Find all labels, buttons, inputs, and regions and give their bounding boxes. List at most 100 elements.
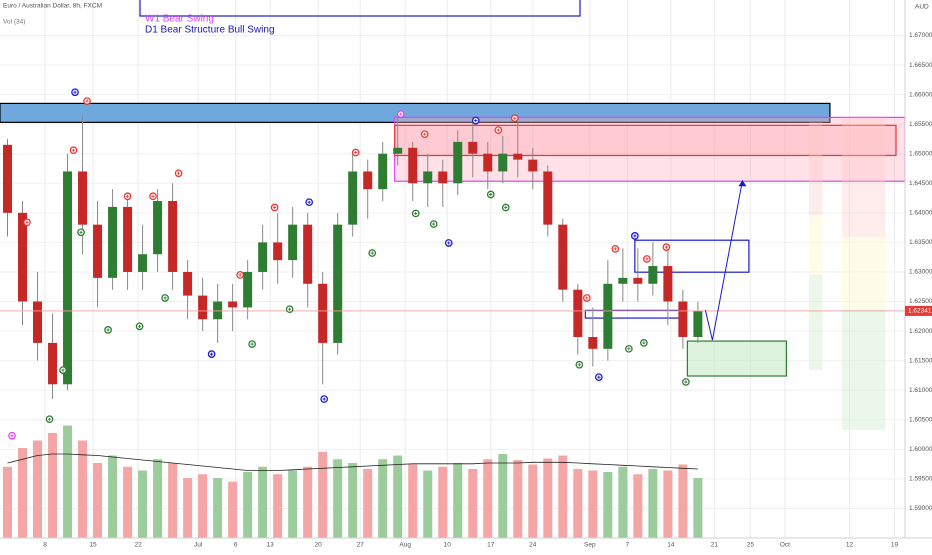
x-tick-label: 19: [891, 542, 899, 549]
volume-bar: [453, 463, 463, 538]
swing-marker-plus: [585, 296, 589, 300]
volume-bar: [438, 466, 448, 538]
candle-body: [153, 201, 163, 255]
volume-bar: [423, 470, 433, 538]
annotation: W1 Bear Swing: [145, 14, 214, 25]
candle-body: [33, 301, 43, 343]
swing-marker-plus: [176, 171, 181, 175]
volume-bar: [633, 474, 643, 538]
swing-marker-plus: [137, 324, 142, 328]
zone: [808, 122, 823, 216]
candle-body: [93, 224, 103, 278]
candle-body: [213, 301, 223, 320]
volume-bar: [333, 459, 343, 538]
swing-marker-plus: [370, 251, 374, 255]
swing-marker-plus: [85, 99, 89, 103]
volume-bar: [363, 469, 373, 538]
y-tick-label: 1.62000: [909, 328, 932, 335]
volume-bar: [33, 440, 43, 538]
x-tick-label: 24: [529, 542, 537, 549]
swing-marker-plus: [238, 273, 242, 277]
y-tick-label: 1.65500: [909, 121, 932, 128]
last-price-tag: [905, 305, 932, 316]
swing-marker-plus: [645, 257, 649, 261]
candle-body: [528, 159, 538, 172]
x-tick-label: 10: [444, 542, 452, 549]
candle-body: [3, 144, 13, 213]
swing-marker-plus: [447, 241, 451, 245]
zone: [808, 215, 823, 275]
volume-bar: [258, 466, 268, 538]
candle-body: [393, 147, 403, 154]
candle-body: [663, 266, 673, 302]
candle-body: [423, 171, 433, 184]
y-tick-label: 1.66000: [909, 91, 932, 98]
candle-body: [558, 224, 568, 290]
x-tick-label: 25: [747, 542, 755, 549]
volume-bar: [183, 478, 193, 538]
y-tick-label: 1.64500: [909, 180, 932, 187]
swing-marker-plus: [399, 112, 403, 116]
swing-marker-plus: [684, 380, 688, 384]
swing-marker-plus: [597, 375, 601, 379]
swing-marker-plus: [633, 234, 637, 238]
volume-pane: [3, 425, 703, 538]
candle-body: [453, 141, 463, 184]
zone: [841, 309, 886, 430]
candle-body: [483, 153, 493, 172]
x-tick-label: 6: [234, 542, 238, 549]
candle-body: [123, 206, 133, 272]
candle-body: [333, 224, 343, 343]
candle-body: [603, 283, 613, 349]
volume-bar: [528, 464, 538, 538]
candle-body: [78, 171, 88, 225]
y-tick-label: 1.63000: [909, 269, 932, 276]
x-tick-label: 12: [846, 542, 854, 549]
volume-bar: [123, 466, 133, 538]
candle-body: [198, 295, 208, 320]
y-tick-label: 1.60500: [909, 416, 932, 423]
axes: 1.67000 1.66500 1.66000 1.65500 1.65000 1.645…: [43, 32, 932, 549]
arrow: [704, 180, 743, 341]
volume-bar: [693, 478, 703, 538]
candle-body: [318, 283, 328, 343]
y-tick-label: 1.61000: [909, 387, 932, 394]
candle-body: [378, 153, 388, 190]
last-price-label: 1.62341: [908, 308, 932, 315]
swing-marker-plus: [273, 205, 277, 210]
candle-body: [573, 289, 583, 337]
volume-ma-line: [7, 453, 698, 471]
swing-marker-plus: [25, 220, 29, 224]
y-tick-label: 1.63500: [909, 239, 932, 246]
volume-bar: [138, 470, 148, 538]
x-tick-label: Oct: [780, 542, 790, 549]
candle-body: [273, 242, 283, 261]
candle-body: [243, 271, 253, 308]
swing-marker-plus: [307, 200, 311, 204]
volume-bar: [303, 466, 313, 538]
swing-marker-plus: [642, 341, 646, 345]
x-tick-label: 13: [267, 542, 275, 549]
volume-bar: [198, 474, 208, 538]
candle-body: [63, 171, 73, 385]
candle-body: [618, 277, 628, 284]
swing-marker-plus: [61, 368, 65, 372]
grid: [0, 0, 905, 538]
y-tick-label: 1.67000: [909, 32, 932, 39]
x-tick-label: Sep: [584, 542, 596, 549]
swing-marker-plus: [627, 347, 631, 351]
volume-bar: [213, 478, 223, 538]
candle-body: [543, 171, 553, 225]
x-tick-label: 8: [43, 542, 47, 549]
swing-marker-plus: [577, 363, 581, 367]
volume-bar: [498, 454, 508, 538]
volume-bar: [393, 455, 403, 538]
candle-body: [168, 201, 178, 272]
y-tick-label: 1.59500: [909, 476, 932, 483]
zones: [0, 102, 906, 430]
swing-marker-plus: [504, 205, 508, 210]
candle-body: [108, 206, 118, 278]
legend-box: [139, 0, 581, 17]
swing-marker-plus: [47, 417, 52, 421]
candle-body: [348, 171, 358, 225]
